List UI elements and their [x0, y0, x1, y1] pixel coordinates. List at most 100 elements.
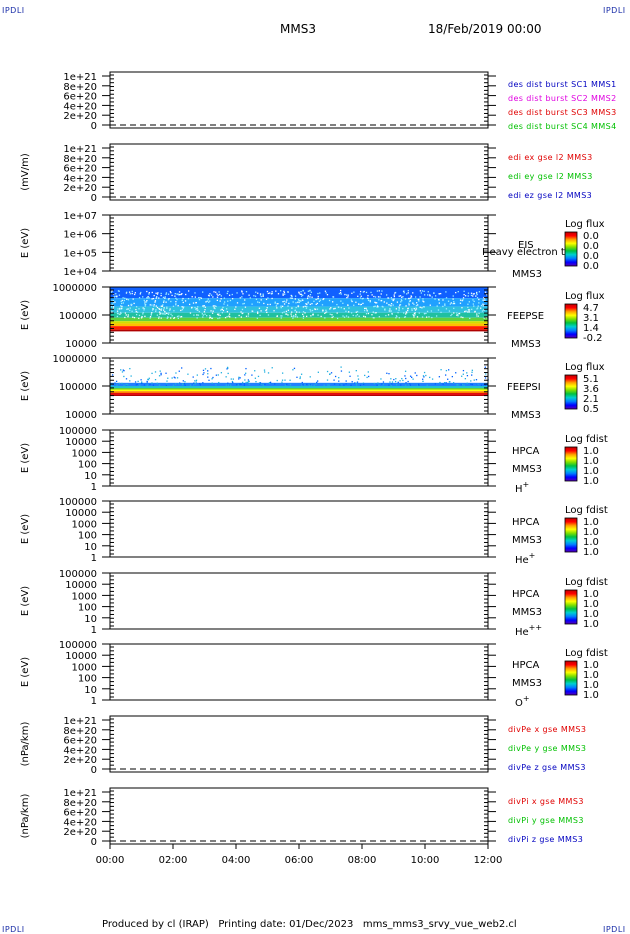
- spectrogram-pixel: [285, 313, 288, 315]
- spectrogram-pixel: [207, 370, 209, 372]
- spectrogram-pixel: [477, 383, 479, 385]
- spectrogram-pixel: [121, 371, 124, 373]
- spectrogram-pixel: [311, 296, 313, 298]
- spectrogram-pixel: [355, 315, 357, 317]
- spectrogram-pixel: [331, 301, 334, 303]
- spectrogram-pixel: [374, 302, 377, 304]
- spectrogram-pixel: [305, 307, 308, 309]
- spectrogram-pixel: [453, 301, 455, 303]
- spectrogram-pixel: [463, 384, 465, 386]
- spectrogram-pixel: [244, 372, 247, 374]
- spectrogram-pixel: [422, 380, 424, 382]
- spectrogram-pixel: [119, 307, 121, 310]
- spectrogram-pixel: [308, 384, 310, 386]
- spectrogram-pixel: [301, 381, 303, 384]
- spectrogram-pixel: [231, 380, 234, 383]
- colorbar-tick-label: 1.0: [583, 599, 599, 610]
- spectrogram-band: [110, 321, 488, 324]
- spectrogram-pixel: [298, 301, 301, 304]
- colorbar-title: Log flux: [565, 362, 605, 373]
- spectrogram-pixel: [156, 382, 158, 384]
- spectrogram-pixel: [302, 384, 304, 386]
- spectrogram-pixel: [292, 301, 294, 303]
- spectrogram-pixel: [258, 301, 261, 304]
- spectrogram-pixel: [194, 380, 196, 382]
- spectrogram-pixel: [147, 295, 149, 298]
- spectrogram-pixel: [209, 315, 211, 317]
- spectrogram-pixel: [225, 384, 227, 386]
- spectrogram-pixel: [403, 292, 405, 294]
- spectrogram-pixel: [287, 305, 289, 307]
- spectrogram-pixel: [139, 384, 141, 386]
- spectrogram-pixel: [225, 376, 227, 378]
- spectrogram-pixel: [270, 293, 273, 295]
- spectrogram-pixel: [409, 384, 412, 386]
- spectrogram-pixel: [199, 382, 201, 385]
- spectrogram-pixel: [412, 314, 414, 316]
- y-tick-label: 100000: [59, 497, 97, 508]
- spectrogram-pixel: [166, 307, 168, 310]
- spectrogram-pixel: [331, 316, 333, 319]
- spectrogram-pixel: [390, 305, 392, 307]
- spectrogram-pixel: [162, 309, 165, 311]
- y-tick-label: 6e+20: [63, 92, 97, 103]
- y-tick-label: 2e+20: [63, 183, 97, 194]
- spectrogram-pixel: [416, 374, 418, 377]
- spectrogram-pixel: [452, 298, 454, 300]
- spectrogram-pixel: [405, 377, 407, 380]
- spectrogram-pixel: [176, 377, 179, 379]
- spectrogram-pixel: [461, 307, 463, 309]
- spectrogram-pixel: [146, 381, 148, 383]
- spectrogram-pixel: [486, 294, 488, 296]
- spectrogram-pixel: [351, 292, 353, 294]
- colorbar-tick-label: 1.0: [583, 589, 599, 600]
- spectrogram-pixel: [178, 294, 180, 296]
- spectrogram-pixel: [158, 316, 160, 318]
- spectrogram-pixel: [316, 308, 319, 310]
- instrument-spacecraft: MMS3: [512, 269, 542, 280]
- spectrogram-pixel: [266, 311, 268, 314]
- spectrogram-pixel: [171, 294, 173, 297]
- spectrogram-pixel: [482, 299, 484, 301]
- instrument-name: FEEPSE: [507, 311, 544, 322]
- spectrogram-pixel: [388, 310, 390, 312]
- spectrogram-pixel: [127, 315, 129, 318]
- spectrogram-pixel: [417, 383, 420, 386]
- spectrogram-pixel: [466, 372, 468, 374]
- spectrogram-pixel: [301, 384, 303, 386]
- spectrogram-pixel: [372, 317, 374, 319]
- spectrogram-pixel: [364, 307, 366, 310]
- spectrogram-pixel: [120, 300, 122, 303]
- spectrogram-pixel: [475, 295, 477, 297]
- spectrogram-band: [110, 386, 488, 388]
- spectrogram-pixel: [414, 314, 416, 316]
- spectrogram-pixel: [304, 312, 306, 314]
- y-tick-label: 10: [84, 614, 97, 625]
- spectrogram-band: [110, 323, 488, 327]
- spectrogram-pixel: [236, 302, 239, 304]
- spectrogram-pixel: [418, 298, 420, 301]
- spectrogram-pixel: [367, 312, 370, 315]
- spectrogram-pixel: [392, 299, 395, 301]
- spectrogram-pixel: [325, 292, 327, 294]
- spectrogram-pixel: [203, 305, 205, 307]
- panel-frame: [109, 715, 489, 773]
- spectrogram-pixel: [445, 297, 448, 299]
- colorbar-tick-label: 1.0: [583, 609, 599, 620]
- spectrogram-pixel: [405, 312, 408, 314]
- spectrogram-pixel: [314, 308, 316, 310]
- spectrogram-pixel: [155, 292, 157, 294]
- spectrogram-pixel: [333, 379, 335, 381]
- spectrogram-pixel: [281, 379, 284, 381]
- spectrogram-pixel: [175, 304, 177, 306]
- spectrogram-pixel: [212, 296, 214, 298]
- spectrogram-pixel: [362, 297, 364, 300]
- spectrogram-pixel: [227, 300, 229, 302]
- spectrogram-pixel: [211, 312, 214, 314]
- spectrogram-pixel: [357, 295, 359, 297]
- spectrogram-pixel: [362, 382, 365, 384]
- spectrogram-pixel: [374, 301, 376, 303]
- panel-frame: [109, 71, 489, 129]
- spectrogram-pixel: [390, 303, 393, 305]
